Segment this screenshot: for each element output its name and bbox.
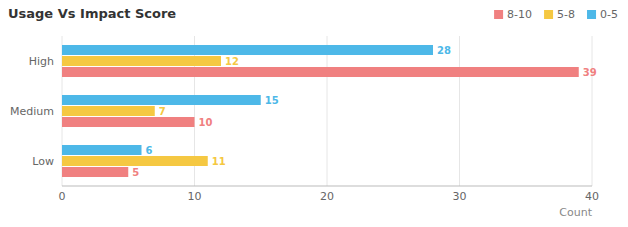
tick-label: 20 xyxy=(320,190,334,203)
bar xyxy=(62,145,142,155)
category-label: Low xyxy=(32,155,54,168)
bar xyxy=(62,167,128,177)
legend: 8-10 5-8 0-5 xyxy=(494,8,618,21)
data-labels: 28 12 39 15 7 10 6 11 5 xyxy=(132,45,596,178)
bar xyxy=(62,156,208,166)
legend-entry: 5-8 xyxy=(557,8,575,21)
tick-label: 10 xyxy=(188,190,202,203)
data-label: 28 xyxy=(437,45,451,56)
bar xyxy=(62,45,433,55)
tick-label: 40 xyxy=(585,190,599,203)
bar xyxy=(62,95,261,105)
tick-label: 30 xyxy=(453,190,467,203)
title: Usage Vs Impact Score xyxy=(8,6,176,21)
legend-swatch xyxy=(544,10,553,19)
legend-swatch xyxy=(587,10,596,19)
legend-entry: 8-10 xyxy=(507,8,532,21)
category-label: Medium xyxy=(10,105,54,118)
data-label: 11 xyxy=(212,156,226,167)
grid-line xyxy=(592,36,593,186)
data-label: 6 xyxy=(146,145,153,156)
axis-label: Count xyxy=(559,206,592,219)
grid-line xyxy=(327,36,328,186)
data-label: 10 xyxy=(199,117,213,128)
bar xyxy=(62,56,221,66)
bars xyxy=(62,45,579,177)
data-label: 7 xyxy=(159,106,166,117)
chart: Usage Vs Impact Score 0 10 20 30 40 Count 28 12 3… xyxy=(0,0,628,227)
data-label: 5 xyxy=(132,167,139,178)
x-axis-line xyxy=(62,186,592,187)
grid-line xyxy=(459,36,460,186)
legend-entry: 0-5 xyxy=(600,8,618,21)
bar xyxy=(62,67,579,77)
data-label: 12 xyxy=(225,56,239,67)
bar xyxy=(62,117,195,127)
data-label: 39 xyxy=(583,67,597,78)
tick-label: 0 xyxy=(59,190,66,203)
category-label: High xyxy=(29,55,54,68)
legend-swatch xyxy=(494,10,503,19)
data-label: 15 xyxy=(265,95,279,106)
bar xyxy=(62,106,155,116)
